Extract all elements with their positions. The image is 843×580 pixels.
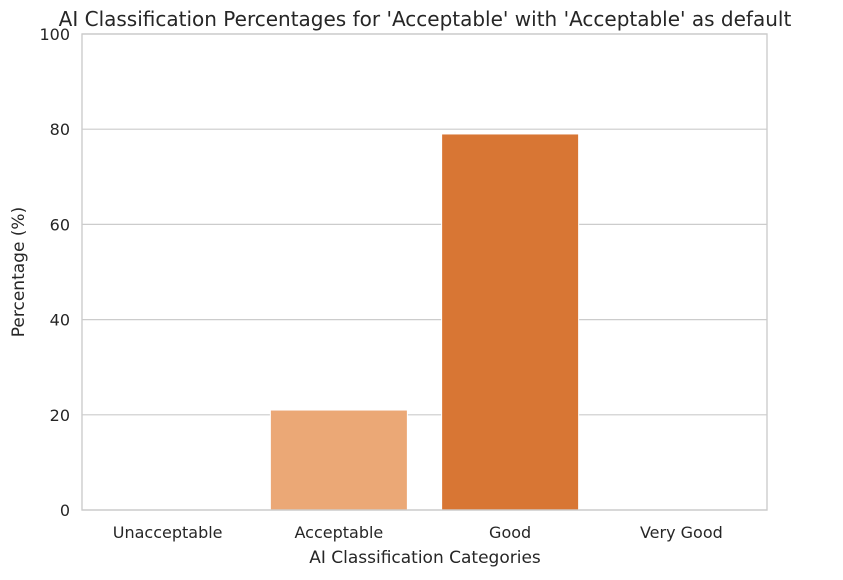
y-tick-label: 40 [50, 311, 70, 330]
plot-frame [81, 33, 768, 511]
y-tick-label: 80 [50, 120, 70, 139]
y-tick-label: 60 [50, 215, 70, 234]
chart-title: AI Classification Percentages for 'Accep… [59, 7, 792, 31]
x-tick-label: Very Good [640, 523, 723, 542]
y-tick-label: 100 [39, 25, 70, 44]
y-tick-label: 0 [60, 501, 70, 520]
y-tick-labels: 0 20 40 60 80 100 [39, 25, 70, 520]
gridlines [82, 33, 767, 511]
x-tick-label: Good [489, 523, 531, 542]
bar-good [441, 133, 580, 511]
x-axis-label: AI Classification Categories [309, 548, 541, 568]
bars [269, 133, 580, 511]
x-tick-label: Unacceptable [113, 523, 223, 542]
bar-acceptable [269, 409, 408, 511]
x-tick-labels: Unacceptable Acceptable Good Very Good [113, 523, 723, 542]
y-tick-label: 20 [50, 406, 70, 425]
x-tick-label: Acceptable [294, 523, 383, 542]
y-axis-label: Percentage (%) [9, 207, 29, 337]
